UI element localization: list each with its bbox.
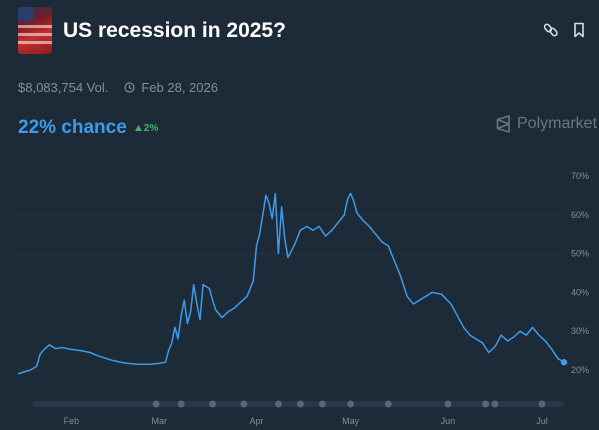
y-tick-label: 70% [571, 171, 589, 181]
y-tick-label: 40% [571, 287, 589, 297]
polymarket-logo-icon [496, 115, 510, 133]
x-tick-label: Feb [64, 416, 80, 426]
delta-text: 2% [143, 122, 159, 134]
link-icon[interactable] [543, 22, 558, 38]
price-chart[interactable]: 70% 60% 50% 40% 30% 20% Feb Mar Apr May Jun Jul [0, 160, 599, 430]
x-tick-label: May [342, 416, 360, 426]
delta-badge: 2% [134, 122, 159, 134]
bookmark-icon[interactable] [573, 22, 587, 38]
scrubber-marker[interactable] [318, 400, 326, 408]
market-meta: $8,083,754 Vol. Feb 28, 2026 [18, 80, 218, 95]
market-title: US recession in 2025? [63, 19, 286, 42]
market-icon [18, 7, 52, 54]
x-tick-label: Apr [249, 416, 263, 426]
brand-name: Polymarket [517, 115, 598, 132]
scrubber-marker[interactable] [296, 400, 304, 408]
polymarket-logo: Polymarket [496, 115, 597, 133]
y-tick-label: 50% [571, 249, 589, 259]
scrubber-marker[interactable] [384, 400, 392, 408]
x-tick-label: Jul [536, 416, 548, 426]
scrubber-marker[interactable] [538, 400, 546, 408]
volume-text: $8,083,754 Vol. [18, 80, 109, 95]
scrubber-marker[interactable] [152, 400, 160, 408]
scrubber-marker[interactable] [444, 400, 452, 408]
x-tick-label: Jun [441, 416, 456, 426]
chance-text: 22% chance [18, 117, 127, 138]
clock-icon [124, 82, 135, 93]
scrubber-marker[interactable] [491, 400, 499, 408]
scrubber-marker[interactable] [240, 400, 248, 408]
scrubber-dots [152, 400, 546, 408]
y-tick-label: 20% [571, 365, 589, 375]
scrubber-marker[interactable] [209, 400, 217, 408]
x-tick-label: Mar [151, 416, 167, 426]
y-tick-label: 30% [571, 326, 589, 336]
scrubber-marker[interactable] [177, 400, 185, 408]
current-value-dot [560, 359, 568, 366]
scrubber-marker[interactable] [482, 400, 490, 408]
y-tick-label: 60% [571, 210, 589, 220]
scrubber-marker[interactable] [274, 400, 282, 408]
series-line [17, 192, 565, 375]
odds-row: 22% chance 2% [18, 117, 158, 139]
arrow-up-icon [134, 125, 142, 131]
scrubber-marker[interactable] [347, 400, 355, 408]
end-date-text: Feb 28, 2026 [141, 80, 218, 95]
